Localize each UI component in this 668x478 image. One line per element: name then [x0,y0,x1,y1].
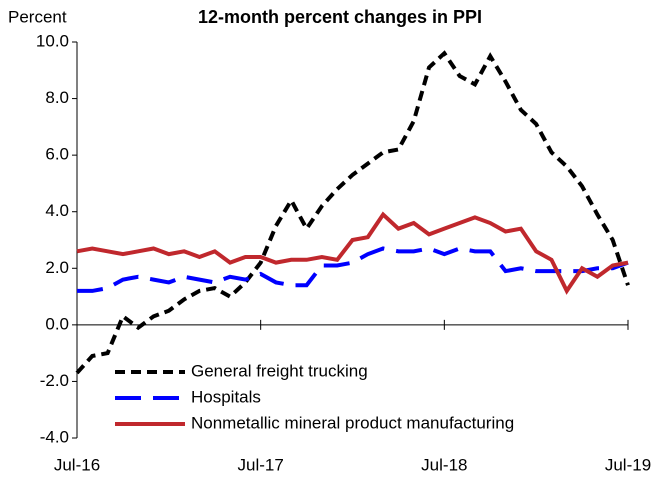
x-tick-label: Jul-18 [421,455,467,474]
x-tick-label: Jul-19 [605,455,651,474]
legend-label: Nonmetallic mineral product manufacturin… [191,413,514,432]
y-axis-label: Percent [8,7,67,26]
series-line [75,50,630,375]
chart-title: 12-month percent changes in PPI [198,7,482,27]
y-tick-label: 8.0 [45,88,69,107]
y-tick-label: -4.0 [40,427,69,446]
y-tick-label: 0.0 [45,314,69,333]
legend-label: Hospitals [191,387,261,406]
series-line [77,246,629,293]
y-tick-label: 10.0 [36,31,69,50]
y-tick-label: 2.0 [45,258,69,277]
x-tick-label: Jul-16 [54,455,100,474]
y-tick-label: -2.0 [40,371,69,390]
y-tick-label: 4.0 [45,201,69,220]
legend-label: General freight trucking [191,361,368,380]
x-tick-label: Jul-17 [238,455,284,474]
series-line [76,211,629,295]
y-tick-label: 6.0 [45,145,69,164]
